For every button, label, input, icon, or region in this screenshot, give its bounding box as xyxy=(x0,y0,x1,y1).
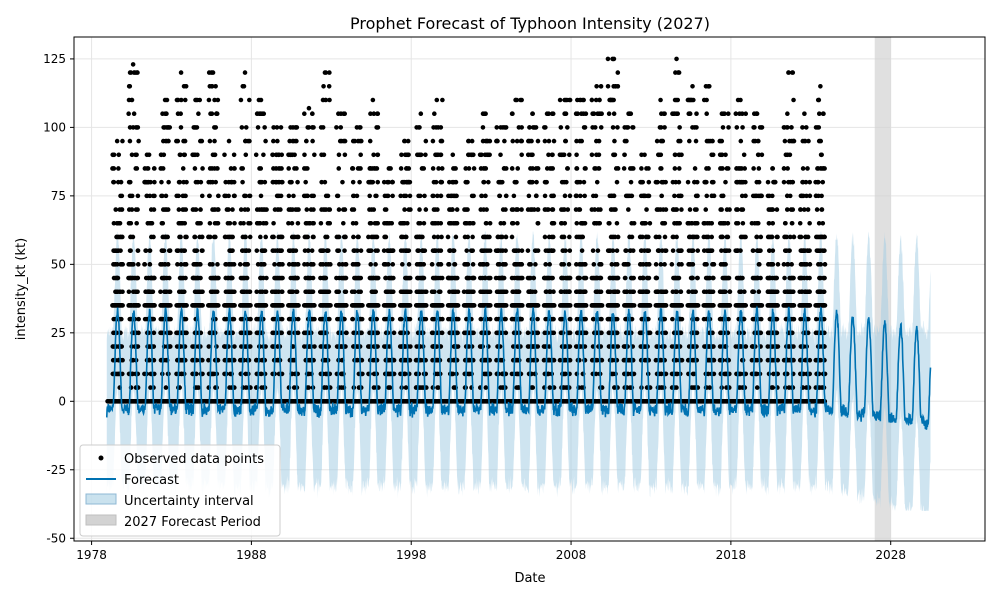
y-axis-label: intensity_kt (kt) xyxy=(14,238,29,340)
observed-points-layer xyxy=(105,56,828,404)
uncertainty-band-layer xyxy=(106,231,931,511)
legend-forecast-period-label: 2027 Forecast Period xyxy=(124,515,261,530)
legend-forecast-label: Forecast xyxy=(124,473,179,488)
uncertainty-band xyxy=(106,231,931,511)
x-tick-label: 2018 xyxy=(716,548,747,562)
y-tick-label: 75 xyxy=(51,189,66,203)
y-tick-label: 25 xyxy=(51,326,66,340)
y-tick-label: 0 xyxy=(58,394,66,408)
x-tick-label: 1998 xyxy=(396,548,427,562)
x-tick-label: 1978 xyxy=(76,548,107,562)
plot-frame xyxy=(73,36,986,542)
legend-uncertainty-label: Uncertainty interval xyxy=(124,494,254,509)
y-tick-label: -50 xyxy=(46,531,66,545)
y-tick-label: 100 xyxy=(43,120,66,134)
legend-observed-label: Observed data points xyxy=(124,452,264,467)
y-tick-label: 50 xyxy=(51,257,66,271)
x-tick-label: 2008 xyxy=(556,548,587,562)
chart-title: Prophet Forecast of Typhoon Intensity (2… xyxy=(350,14,710,33)
legend-forecast-period-marker xyxy=(85,514,117,526)
x-axis-label: Date xyxy=(514,571,545,586)
legend-box xyxy=(79,444,281,537)
observed-data-points xyxy=(105,56,828,404)
axis-ticks: 1978 1988 1998 2008 2018 2028 -50 -25 0 25 50 75 100… xyxy=(43,52,906,562)
legend-uncertainty-marker xyxy=(85,493,117,505)
y-tick-label: 125 xyxy=(43,52,66,66)
forecast-line xyxy=(105,305,932,430)
legend-observed-marker xyxy=(98,455,104,461)
x-tick-label: 1988 xyxy=(236,548,267,562)
x-tick-label: 2028 xyxy=(875,548,906,562)
y-tick-label: -25 xyxy=(46,463,66,477)
legend: Observed data points Forecast Uncertaint… xyxy=(79,444,281,537)
forecast-line-layer xyxy=(105,305,932,430)
